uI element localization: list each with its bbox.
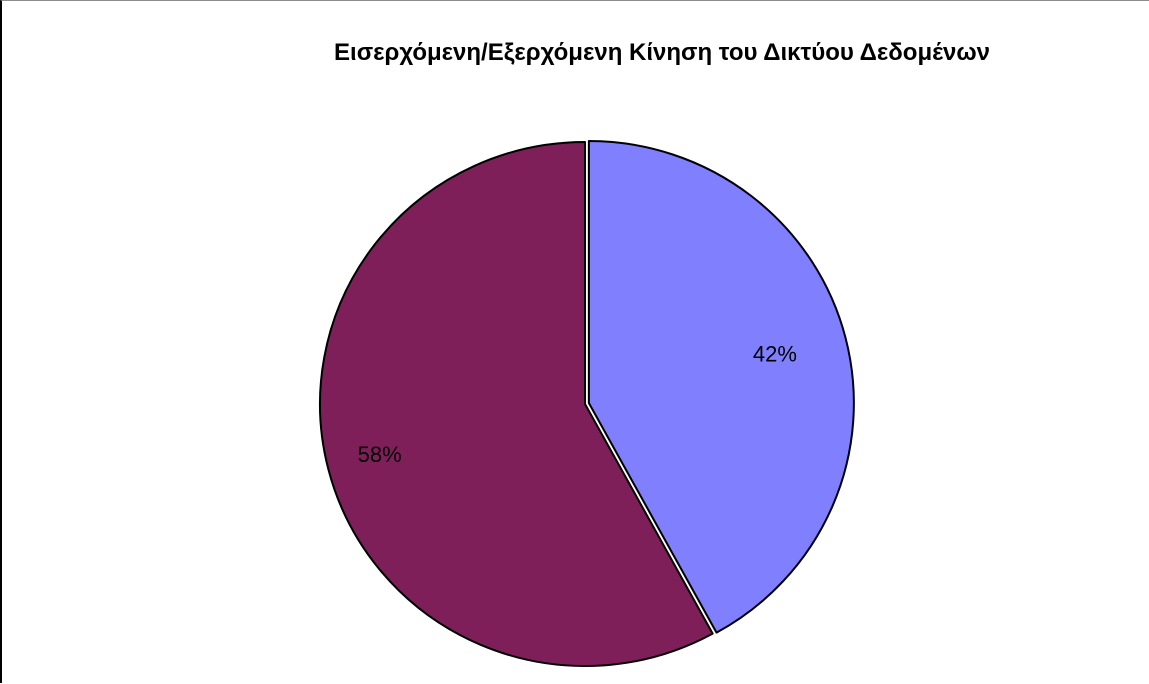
pie-slice-label-2: 58% [358, 442, 402, 467]
chart-title: Εισερχόμενη/Εξερχόμενη Κίνηση του Δικτύο… [334, 39, 990, 66]
pie-slice-label-1: 42% [753, 342, 797, 367]
pie-slice-2 [319, 141, 714, 667]
pie-slice-1 [587, 140, 855, 634]
